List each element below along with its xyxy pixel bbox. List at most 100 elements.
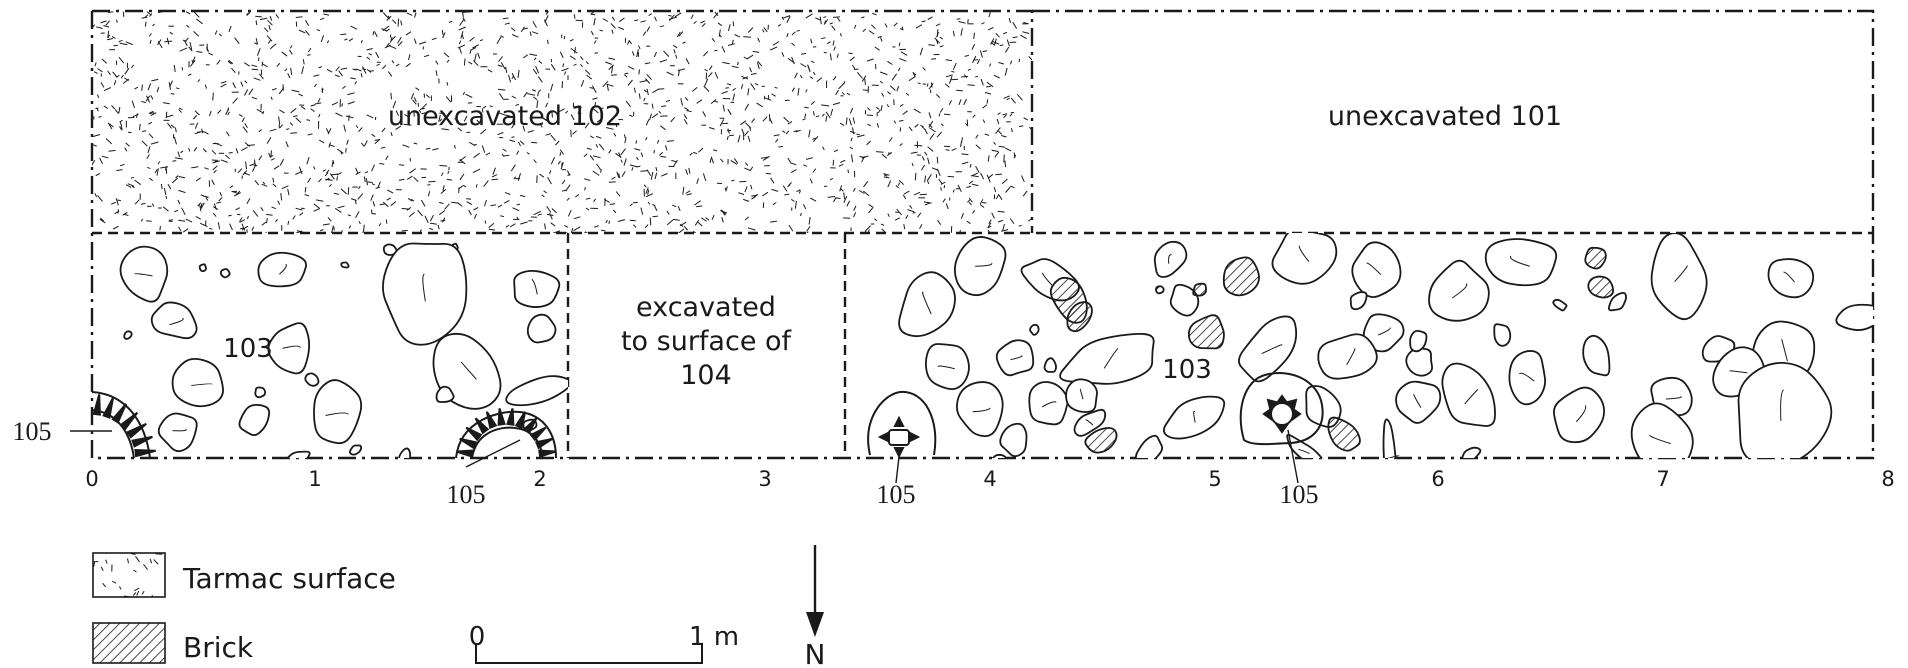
tarmac-speck	[920, 164, 926, 171]
tarmac-speck	[704, 68, 708, 72]
tarmac-speck	[537, 76, 543, 83]
tarmac-speck	[982, 119, 986, 124]
stone	[1582, 334, 1611, 377]
tarmac-speck	[365, 178, 369, 186]
tarmac-speck	[940, 123, 944, 127]
tarmac-speck	[730, 159, 738, 165]
tarmac-speck	[643, 89, 648, 93]
tarmac-speck	[304, 194, 310, 197]
tarmac-speck	[178, 109, 182, 113]
tarmac-speck	[825, 111, 831, 119]
tarmac-speck	[327, 177, 331, 181]
tarmac-speck	[710, 156, 714, 164]
tarmac-speck	[156, 87, 160, 93]
tarmac-speck	[468, 209, 472, 216]
tarmac-speck	[691, 87, 698, 92]
tarmac-speck	[532, 68, 538, 75]
tarmac-speck	[1023, 22, 1029, 25]
tarmac-speck	[271, 206, 276, 210]
brick-fragment	[1587, 275, 1615, 299]
stone-crack	[1346, 348, 1356, 366]
tarmac-speck	[958, 21, 966, 24]
tarmac-speck	[898, 179, 904, 185]
tarmac-speck	[864, 225, 871, 232]
tarmac-speck	[500, 35, 504, 38]
tarmac-speck	[586, 74, 593, 80]
tarmac-speck	[350, 77, 356, 80]
tarmac-speck	[839, 185, 843, 192]
tarmac-speck	[429, 227, 433, 231]
tarmac-speck	[968, 201, 972, 206]
tarmac-speck	[762, 116, 768, 122]
tarmac-speck	[917, 212, 922, 218]
tarmac-speck	[999, 44, 1004, 46]
tarmac-speck	[997, 112, 1001, 115]
stone	[1059, 332, 1155, 385]
tarmac-speck	[306, 119, 311, 121]
tarmac-speck	[694, 219, 700, 226]
tarmac-speck	[947, 175, 955, 178]
tarmac-speck	[875, 151, 884, 153]
tarmac-speck	[994, 38, 997, 46]
tarmac-speck	[437, 224, 440, 230]
tarmac-speck	[520, 221, 528, 225]
tarmac-speck	[133, 569, 137, 573]
tarmac-speck	[545, 133, 552, 136]
tarmac-speck	[125, 184, 132, 188]
tarmac-speck	[1002, 113, 1008, 116]
tarmac-speck	[97, 68, 103, 73]
tarmac-speck	[838, 83, 845, 90]
tick-4: 4	[983, 467, 996, 491]
stone-crack	[1783, 271, 1795, 283]
tarmac-speck	[93, 71, 98, 74]
tarmac-speck	[988, 12, 991, 18]
tarmac-speck	[463, 58, 466, 66]
tarmac-speck	[935, 23, 941, 27]
tarmac-speck	[246, 215, 249, 220]
tarmac-speck	[605, 219, 608, 224]
tarmac-speck	[756, 62, 760, 70]
tarmac-speck	[808, 129, 811, 138]
tarmac-speck	[439, 164, 448, 167]
tarmac-speck	[516, 150, 520, 155]
tarmac-speck	[115, 198, 119, 206]
tarmac-speck	[155, 553, 163, 555]
tarmac-speck	[367, 181, 373, 183]
hachure-mark	[534, 437, 553, 450]
tarmac-speck	[443, 52, 450, 58]
tarmac-speck	[119, 163, 125, 167]
tarmac-speck	[185, 218, 193, 223]
stone-crack	[1665, 396, 1682, 400]
tarmac-speck	[322, 169, 326, 172]
tarmac-speck	[721, 217, 724, 223]
tarmac-speck	[980, 172, 985, 180]
tarmac-speck	[675, 54, 678, 59]
tarmac-speck	[917, 82, 921, 85]
tarmac-speck	[975, 144, 981, 150]
tarmac-speck	[208, 52, 214, 56]
tarmac-speck	[517, 173, 521, 181]
tarmac-speck	[362, 230, 365, 233]
tarmac-speck	[237, 168, 243, 174]
tarmac-speck	[583, 178, 591, 181]
tarmac-speck	[660, 173, 668, 177]
tarmac-speck	[131, 185, 135, 189]
tarmac-speck	[346, 139, 349, 145]
tarmac-speck	[281, 185, 289, 190]
tarmac-speck	[149, 112, 155, 115]
tarmac-speck	[439, 118, 443, 122]
tarmac-speck	[791, 198, 795, 202]
tarmac-speck	[331, 101, 339, 106]
tarmac-speck	[295, 16, 303, 18]
stone	[956, 381, 1004, 438]
stone-crack	[422, 273, 426, 302]
brick-fragment	[1584, 246, 1607, 270]
tarmac-speck	[559, 149, 565, 155]
tarmac-speck	[216, 59, 221, 65]
tarmac-speck	[698, 147, 704, 153]
stone-crack	[1387, 455, 1400, 458]
tarmac-speck	[640, 207, 644, 215]
tarmac-speck	[511, 124, 515, 129]
tarmac-speck	[348, 225, 352, 229]
tarmac-speck	[951, 147, 957, 152]
